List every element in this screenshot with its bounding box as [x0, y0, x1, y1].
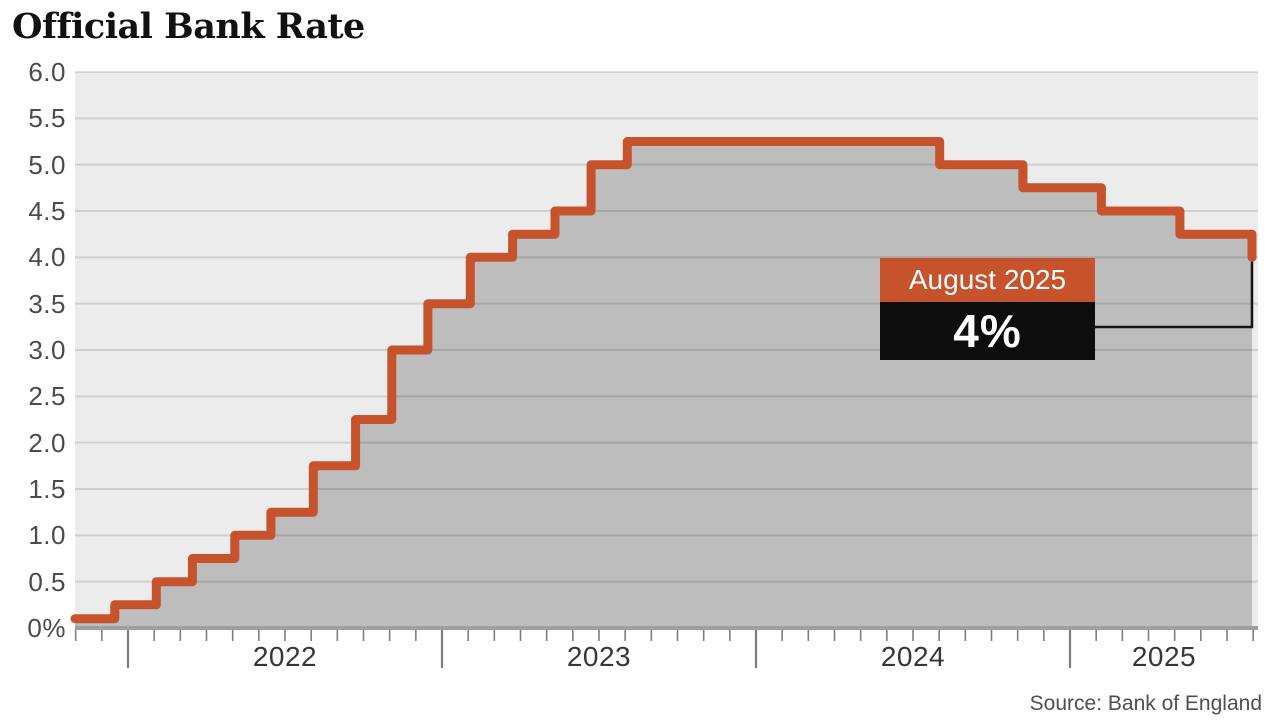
annotation-date-badge: August 2025: [880, 258, 1095, 302]
x-axis-line: [75, 626, 1258, 630]
y-axis-tick-label: 1.5: [28, 474, 66, 504]
annotation-connector-line: [1095, 261, 1254, 329]
y-axis-tick-label: 2.5: [28, 381, 66, 412]
y-axis-tick-label: 0%: [27, 613, 66, 643]
y-axis-tick-label: 1.0: [28, 520, 66, 551]
y-axis-tick-label: 6.0: [28, 57, 66, 87]
x-axis-year-label: 2024: [880, 641, 946, 672]
y-axis-tick-label: 3.0: [28, 335, 66, 365]
x-axis-year-label: 2025: [1131, 641, 1197, 672]
y-axis-tick-label: 3.5: [28, 288, 66, 319]
y-axis-tick-label: 4.5: [28, 196, 66, 226]
source-credit: Source: Bank of England: [1029, 692, 1262, 715]
x-axis-year-label: 2022: [252, 641, 318, 672]
annotation-rate-badge: 4%: [880, 302, 1095, 360]
y-axis-tick-label: 5.5: [28, 103, 66, 134]
y-axis-tick-label: 5.0: [28, 149, 66, 180]
bank-rate-step-line: [70, 137, 1257, 624]
page-title: Official Bank Rate: [12, 6, 365, 47]
x-axis-year-label: 2023: [566, 641, 632, 672]
y-axis-tick-label: 4.0: [28, 242, 66, 273]
y-axis-tick-label: 2.0: [28, 427, 66, 458]
y-axis-tick-label: 0.5: [28, 566, 66, 597]
